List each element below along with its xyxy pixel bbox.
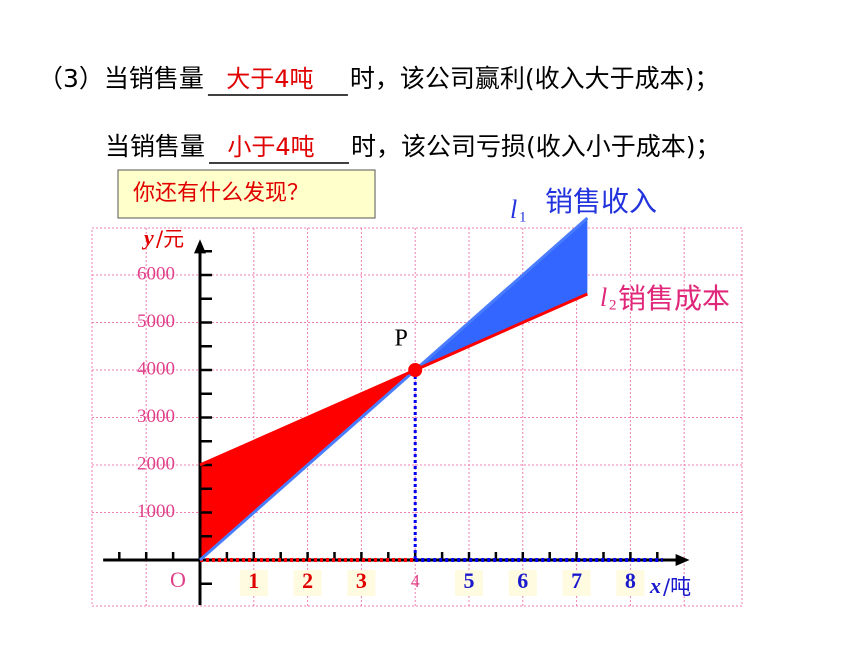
series-name: 销售成本	[618, 282, 730, 315]
x-tick-bg	[293, 570, 322, 596]
prompt-box	[117, 169, 376, 219]
prompt: 你还有什么发现？	[133, 181, 309, 206]
sentence-prefix: 当销售量	[105, 132, 205, 161]
y-tick-label: 1000	[137, 501, 175, 522]
x-tick-bg	[455, 570, 483, 596]
x-tick-label: 7	[571, 568, 582, 593]
answer: 小于4吨	[227, 133, 314, 161]
origin-label: O	[170, 567, 186, 592]
sentence-prefix: （3）当销售量	[38, 64, 204, 93]
x-tick-label: 2	[302, 568, 313, 593]
x-tick-label: 3	[356, 568, 367, 593]
y-tick-label: 3000	[137, 406, 175, 427]
point-label: P	[395, 326, 408, 352]
y-tick-label: 4000	[137, 358, 175, 379]
x-tick-label: 5	[464, 568, 475, 593]
sentence-suffix: 时，该公司亏损(收入小于成本)；	[351, 132, 721, 161]
grid-frame	[91, 227, 743, 607]
x-tick-label: 8	[625, 568, 636, 593]
x-axis-var: x	[649, 573, 661, 598]
y-tick-label: 5000	[137, 311, 175, 332]
y-axis-var: y	[141, 225, 154, 250]
series-index: 2	[609, 297, 617, 313]
x-tick-bg	[347, 570, 376, 596]
series-symbol: l	[600, 283, 607, 312]
series-line	[199, 216, 589, 562]
x-tick-label: 6	[517, 568, 528, 593]
x-tick-bg	[562, 570, 591, 596]
series-index: 1	[519, 209, 527, 225]
x-tick-bg	[239, 570, 268, 596]
y-axis-unit: /元	[156, 227, 184, 251]
y-axis-arrow	[194, 239, 206, 254]
x-tick-label: 1	[248, 568, 259, 593]
series-line	[199, 292, 588, 467]
x-tick-bg	[508, 570, 537, 596]
y-tick-label: 6000	[137, 263, 175, 284]
x-tick-label: 4	[411, 571, 420, 591]
answer: 大于4吨	[226, 65, 313, 93]
series-symbol: l	[510, 195, 517, 224]
x-axis-unit: /吨	[663, 575, 691, 599]
x-tick-bg	[616, 570, 645, 596]
series-name: 销售收入	[545, 185, 657, 218]
sentence-suffix: 时，该公司赢利(收入大于成本)；	[350, 64, 720, 93]
x-axis-arrow	[675, 554, 690, 566]
y-tick-label: 2000	[137, 453, 175, 474]
intersection-point	[408, 363, 423, 377]
